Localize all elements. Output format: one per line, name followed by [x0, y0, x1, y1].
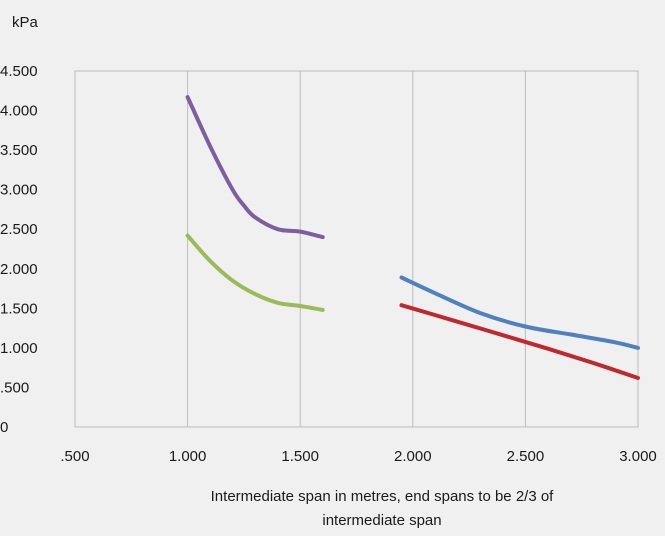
x-axis-title-line-1: Intermediate span in metres, end spans t…: [211, 488, 555, 505]
series-line-4: [399, 303, 640, 380]
x-tick-labels: .500 1.000 1.500 2.000 2.500 3.000: [60, 448, 656, 465]
plot-frame: [74, 70, 639, 428]
y-tick-label: 3.500: [0, 142, 38, 159]
x-tick-label: 1.500: [281, 448, 319, 465]
x-tick-label: 1.000: [169, 448, 207, 465]
y-tick-label: 0: [0, 419, 8, 436]
plot-area: [74, 70, 639, 428]
x-tick-label: .500: [60, 448, 89, 465]
y-tick-label: .500: [0, 379, 29, 396]
series-line-2: [185, 233, 325, 312]
y-axis-title: kPa: [12, 14, 39, 31]
grid-lines: [187, 71, 526, 427]
y-tick-label: 3.000: [0, 182, 38, 199]
x-tick-label: 3.000: [619, 448, 657, 465]
x-axis-title-line-2: intermediate span: [322, 512, 441, 529]
y-tick-label: 2.000: [0, 261, 38, 278]
y-tick-labels: 0 .500 1.000 1.500 2.000 2.500 3.000 3.500 4.000…: [0, 63, 38, 436]
y-tick-label: 4.500: [0, 63, 38, 80]
x-tick-label: 2.500: [507, 448, 545, 465]
x-tick-label: 2.000: [394, 448, 432, 465]
y-tick-label: 2.500: [0, 221, 38, 238]
series-line-3: [399, 275, 640, 350]
series-group: [185, 95, 640, 380]
y-tick-label: 1.000: [0, 340, 38, 357]
y-tick-label: 4.000: [0, 103, 38, 120]
y-tick-label: 1.500: [0, 300, 38, 317]
series-line-1: [185, 95, 325, 240]
